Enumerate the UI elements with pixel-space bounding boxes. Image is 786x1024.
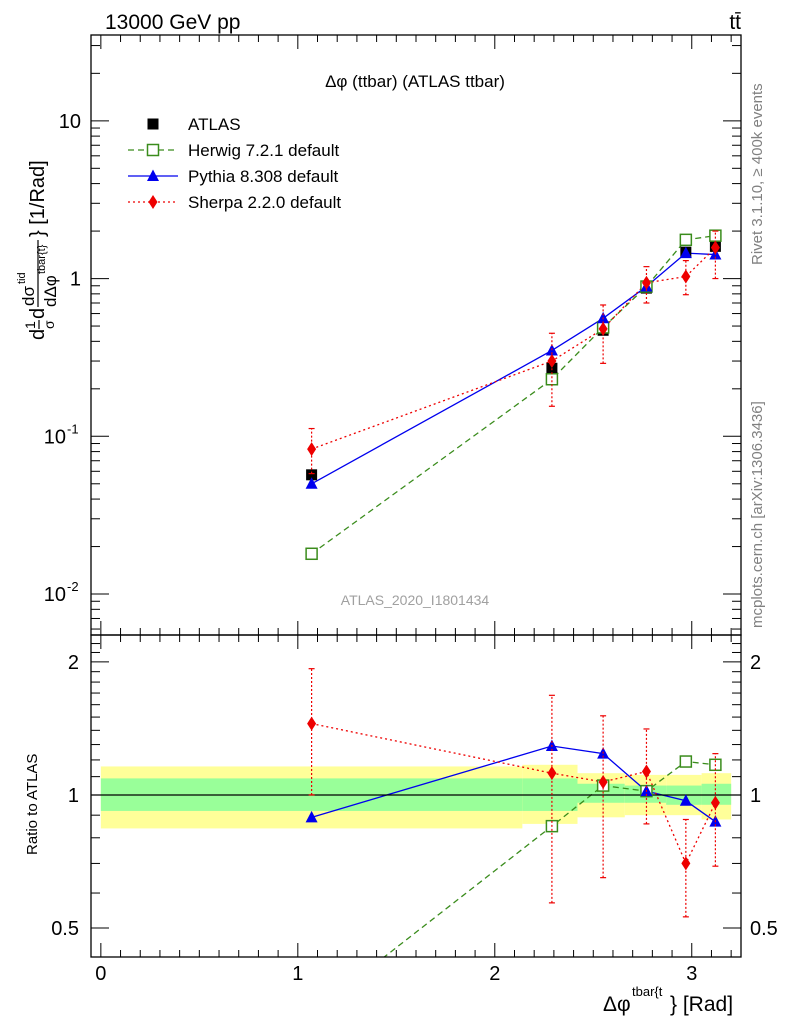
main-y-axis-label: d 1 σ d dσ tid dΔφ tbar{t} } [1/Rad] — [16, 160, 60, 340]
main-point-triangle-2-4 — [679, 246, 692, 259]
main-point-triangle-2-0 — [305, 477, 318, 489]
main-point-diamond-3-3 — [641, 275, 651, 290]
svg-text:tbar{t}: tbar{t} — [36, 244, 48, 274]
ratio-point-diamond-3-4 — [681, 856, 691, 871]
main-series-markers — [305, 229, 722, 561]
y-tick-label-ratio-right-2: 2 — [750, 652, 761, 674]
legend-marker-1 — [146, 143, 160, 157]
legend-marker-0 — [147, 118, 159, 130]
svg-text:} [Rad]: } [Rad] — [670, 993, 733, 1016]
y-tick-exp-main--1: -1 — [67, 421, 79, 436]
y-tick-label-ratio-left-2: 2 — [68, 652, 79, 674]
svg-text:} [1/Rad]: } [1/Rad] — [27, 160, 49, 237]
svg-text:tbar{t: tbar{t — [632, 984, 663, 999]
ratio-point-diamond-3-5 — [710, 795, 720, 810]
main-series-lines — [311, 235, 716, 555]
y-tick-label-ratio-right-1: 1 — [750, 785, 761, 807]
x-tick-label-0: 0 — [95, 963, 106, 985]
y-tick-label-ratio-left-1: 1 — [68, 785, 79, 807]
x-tick-label-2: 2 — [489, 963, 500, 985]
process-label: tt̄ — [729, 11, 741, 34]
x-axis-label: Δφ tbar{t } [Rad] — [603, 984, 733, 1016]
main-point-diamond-3-0 — [307, 442, 317, 457]
ratio-point-diamond-3-0 — [307, 716, 317, 731]
main-point-open-square-1-1 — [545, 372, 559, 386]
inner-band-5 — [701, 783, 732, 805]
mcplots-label: mcplots.cern.ch [arXiv:1306.3436] — [749, 401, 766, 628]
ratio-line-open-square-1 — [383, 760, 716, 957]
svg-text:Δφ: Δφ — [603, 993, 631, 1016]
rivet-label: Rivet 3.1.10, ≥ 400k events — [749, 83, 766, 265]
ratio-y-axis-label: Ratio to ATLAS — [24, 754, 41, 855]
legend-marker-3 — [148, 195, 158, 209]
legend: ATLAS Herwig 7.2.1 default Pythia 8.308 de… — [128, 115, 341, 212]
svg-text:1: 1 — [22, 321, 38, 329]
main-line-triangle-2 — [311, 252, 716, 485]
main-point-diamond-3-2 — [598, 321, 608, 336]
svg-text:tid: tid — [16, 272, 28, 284]
y-tick-label-main--1: 10 — [44, 426, 66, 448]
legend-label-0: ATLAS — [188, 115, 241, 134]
ratio-point-triangle-2-4 — [679, 794, 692, 806]
main-point-diamond-3-4 — [681, 269, 691, 284]
legend-label-1: Herwig 7.2.1 default — [188, 141, 339, 160]
legend-label-2: Pythia 8.308 default — [188, 167, 339, 186]
svg-text:d: d — [27, 308, 49, 319]
legend-label-3: Sherpa 2.2.0 default — [188, 193, 341, 212]
ratio-point-triangle-2-0 — [305, 810, 318, 823]
main-point-square-0-0 — [306, 469, 318, 481]
main-point-diamond-3-5 — [710, 240, 720, 255]
main-point-square-0-1 — [546, 362, 558, 374]
legend-marker-2 — [147, 169, 159, 181]
svg-text:d: d — [27, 329, 49, 340]
main-line-diamond-3 — [311, 247, 716, 450]
main-line-open-square-1 — [311, 235, 716, 555]
main-point-open-square-1-4 — [679, 233, 693, 247]
y-tick-label-ratio-left-0.5: 0.5 — [51, 918, 79, 940]
svg-text:σ: σ — [41, 320, 57, 329]
y-tick-label-main--2: 10 — [44, 584, 66, 606]
inner-band-2 — [577, 783, 625, 803]
main-point-open-square-1-0 — [305, 547, 318, 561]
x-tick-label-3: 3 — [686, 963, 697, 985]
energy-label: 13000 GeV pp — [105, 11, 240, 34]
svg-text:dΔφ: dΔφ — [41, 275, 60, 307]
y-tick-label-ratio-right-0.5: 0.5 — [750, 918, 778, 940]
analysis-id: ATLAS_2020_I1801434 — [341, 592, 490, 608]
y-tick-label-main-1: 1 — [70, 269, 81, 291]
svg-text:dσ: dσ — [19, 286, 38, 306]
axis-ticks — [91, 35, 741, 957]
plot-title: Δφ (ttbar) (ATLAS ttbar) — [325, 72, 505, 91]
ratio-point-open-square-1-4 — [679, 755, 693, 768]
ratio-series-markers — [305, 668, 722, 918]
x-tick-label-1: 1 — [292, 963, 303, 985]
main-point-diamond-3-1 — [547, 354, 557, 369]
ratio-point-diamond-3-3 — [641, 764, 651, 779]
y-tick-exp-main--2: -2 — [67, 579, 79, 594]
ratio-point-diamond-3-2 — [598, 774, 608, 789]
ratio-point-diamond-3-1 — [547, 766, 557, 781]
main-point-open-square-1-5 — [709, 229, 722, 242]
y-tick-label-main-10: 10 — [59, 111, 81, 133]
